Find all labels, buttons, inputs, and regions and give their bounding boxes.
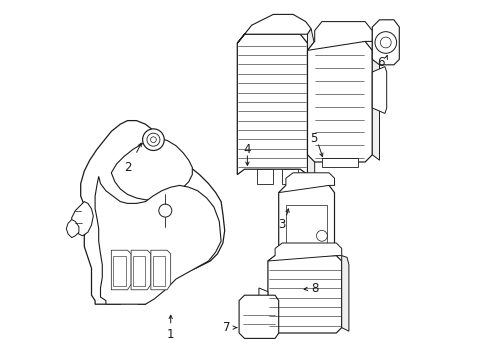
Text: 6: 6 [377, 57, 384, 69]
Polygon shape [371, 41, 379, 160]
Polygon shape [278, 173, 334, 193]
Polygon shape [111, 250, 131, 290]
Polygon shape [258, 288, 267, 328]
Polygon shape [307, 41, 371, 162]
Polygon shape [239, 295, 278, 338]
Polygon shape [237, 14, 310, 43]
Polygon shape [278, 185, 334, 259]
Text: 1: 1 [166, 328, 174, 341]
Circle shape [142, 129, 164, 150]
Text: 5: 5 [310, 132, 317, 145]
Text: 2: 2 [123, 161, 131, 174]
Bar [300, 257, 309, 265]
Bar [257, 169, 273, 184]
Bar [321, 158, 357, 167]
Bar [282, 169, 298, 184]
Polygon shape [371, 20, 399, 65]
Polygon shape [371, 67, 386, 113]
Bar [285, 205, 326, 248]
Polygon shape [95, 176, 221, 304]
Text: 7: 7 [223, 321, 230, 334]
Bar [314, 257, 323, 265]
Polygon shape [131, 250, 151, 290]
Polygon shape [81, 121, 224, 304]
Polygon shape [267, 256, 341, 333]
Text: 8: 8 [310, 282, 318, 294]
Polygon shape [151, 250, 170, 290]
Polygon shape [66, 220, 79, 238]
Text: 4: 4 [243, 143, 251, 156]
Polygon shape [267, 243, 341, 261]
Bar [133, 256, 145, 286]
Bar [285, 257, 294, 265]
Text: 3: 3 [278, 219, 285, 231]
Polygon shape [72, 202, 93, 236]
Polygon shape [341, 256, 348, 331]
Polygon shape [237, 34, 307, 175]
Polygon shape [307, 22, 371, 50]
Polygon shape [111, 139, 192, 200]
Polygon shape [307, 29, 314, 178]
Bar [152, 256, 165, 286]
Bar [113, 256, 125, 286]
